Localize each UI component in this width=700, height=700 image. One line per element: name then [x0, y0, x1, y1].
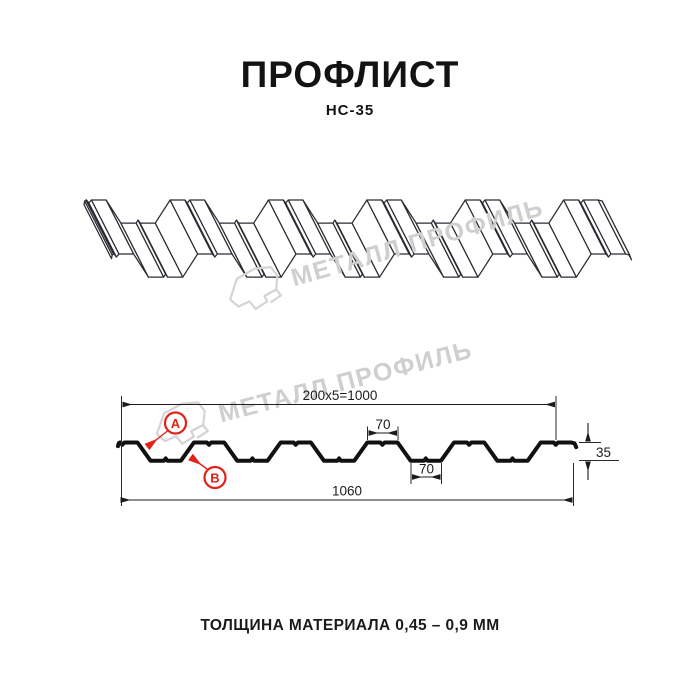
profile-outline: [116, 440, 579, 463]
dimension-label-height: 35: [596, 445, 611, 460]
dimension-label-crest-width: 70: [375, 417, 390, 432]
page-title: ПРОФЛИСТ: [240, 54, 460, 95]
dimension-label-overall-width: 1060: [332, 484, 362, 499]
side-marker-b: B: [188, 453, 227, 490]
dimension-label-valley-width: 70: [419, 462, 434, 477]
side-marker-a: A: [144, 411, 188, 451]
sheet-3d-faces: [83, 199, 633, 278]
profile-code-subtitle: НС-35: [325, 102, 375, 119]
dimension-label-pitch: 200x5=1000: [303, 388, 378, 403]
extension-lines: [121, 396, 619, 506]
material-thickness-note: ТОЛЩИНА МАТЕРИАЛА 0,45 – 0,9 ММ: [200, 617, 500, 634]
side-marker-a-letter: A: [171, 416, 181, 431]
side-marker-b-letter: B: [210, 470, 219, 485]
